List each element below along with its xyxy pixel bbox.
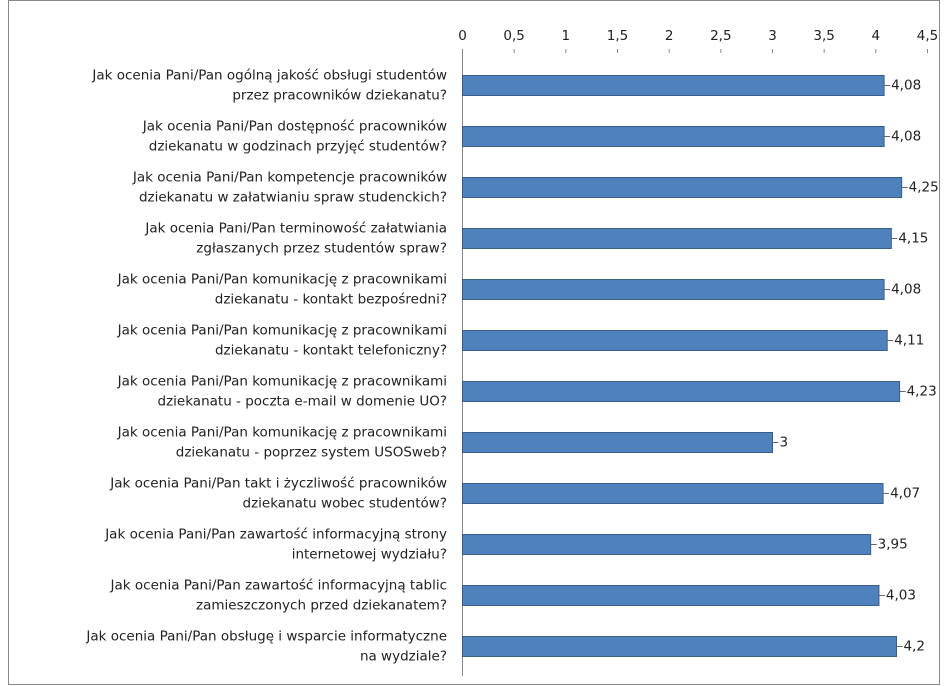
value-label: 4,08 <box>891 129 921 145</box>
bar <box>462 534 872 555</box>
category-label: zgłaszanych przez studentów spraw? <box>196 241 447 257</box>
bar <box>462 381 901 402</box>
x-tick-label: 1,5 <box>607 28 628 44</box>
category-label: dziekanatu w załatwianiu spraw studencki… <box>139 190 447 206</box>
category-label: Jak ocenia Pani/Pan kompetencje pracowni… <box>132 170 447 186</box>
category-label: Jak ocenia Pani/Pan dostępność pracownik… <box>142 119 447 135</box>
value-label: 4,08 <box>891 282 921 298</box>
value-label: 4,03 <box>886 588 916 604</box>
x-tick-label: 4,5 <box>917 28 938 44</box>
category-label: dziekanatu - poczta e-mail w domenie UO? <box>158 394 447 410</box>
value-label: 4,07 <box>890 486 920 502</box>
category-label: internetowej wydziału? <box>292 547 447 563</box>
category-label: Jak ocenia Pani/Pan komunikację z pracow… <box>117 272 447 288</box>
bar <box>462 330 888 351</box>
category-label: Jak ocenia Pani/Pan ogólną jakość obsług… <box>91 68 447 84</box>
category-label: Jak ocenia Pani/Pan zawartość informacyj… <box>104 527 447 543</box>
category-label: Jak ocenia Pani/Pan obsługę i wsparcie i… <box>85 629 447 645</box>
bar <box>462 126 885 147</box>
value-label: 4,08 <box>891 78 921 94</box>
bar <box>462 177 903 198</box>
bar <box>462 585 880 606</box>
category-label: Jak ocenia Pani/Pan komunikację z pracow… <box>117 323 447 339</box>
x-tick-label: 2 <box>665 28 674 44</box>
x-tick-label: 2,5 <box>710 28 731 44</box>
category-label: dziekanatu - kontakt bezpośredni? <box>215 292 447 308</box>
category-label: zamieszczonych przed dziekanatem? <box>196 598 447 614</box>
chart-frame <box>8 0 940 685</box>
category-label: Jak ocenia Pani/Pan takt i życzliwość pr… <box>109 476 447 492</box>
bar <box>462 483 884 504</box>
value-label: 4,11 <box>894 333 924 349</box>
value-label: 4,2 <box>904 639 925 655</box>
x-tick-label: 1 <box>562 28 571 44</box>
bar <box>462 279 885 300</box>
category-label: dziekanatu - poprzez system USOSweb? <box>176 445 447 461</box>
x-tick-label: 3 <box>768 28 777 44</box>
x-tick-label: 0 <box>458 28 467 44</box>
bar <box>462 432 773 453</box>
category-label: Jak ocenia Pani/Pan zawartość informacyj… <box>110 578 447 594</box>
value-label: 4,15 <box>898 231 928 247</box>
bar <box>462 228 892 249</box>
x-tick-label: 4 <box>872 28 881 44</box>
value-label: 4,23 <box>907 384 937 400</box>
category-label: na wydziale? <box>360 649 447 665</box>
category-label: Jak ocenia Pani/Pan komunikację z pracow… <box>117 374 447 390</box>
category-label: Jak ocenia Pani/Pan komunikację z pracow… <box>117 425 447 441</box>
category-label: dziekanatu w godzinach przyjęć studentów… <box>149 139 447 155</box>
category-label: dziekanatu wobec studentów? <box>243 496 448 512</box>
category-label: dziekanatu - kontakt telefoniczny? <box>215 343 447 359</box>
category-label: Jak ocenia Pani/Pan terminowość załatwia… <box>144 221 447 237</box>
bar <box>462 636 897 657</box>
x-tick-label: 0,5 <box>503 28 524 44</box>
value-label: 3,95 <box>878 537 908 553</box>
x-tick-label: 3,5 <box>813 28 834 44</box>
bar <box>462 75 885 96</box>
value-label: 4,25 <box>909 180 939 196</box>
category-label: przez pracowników dziekanatu? <box>232 88 447 104</box>
value-label: 3 <box>780 435 789 451</box>
